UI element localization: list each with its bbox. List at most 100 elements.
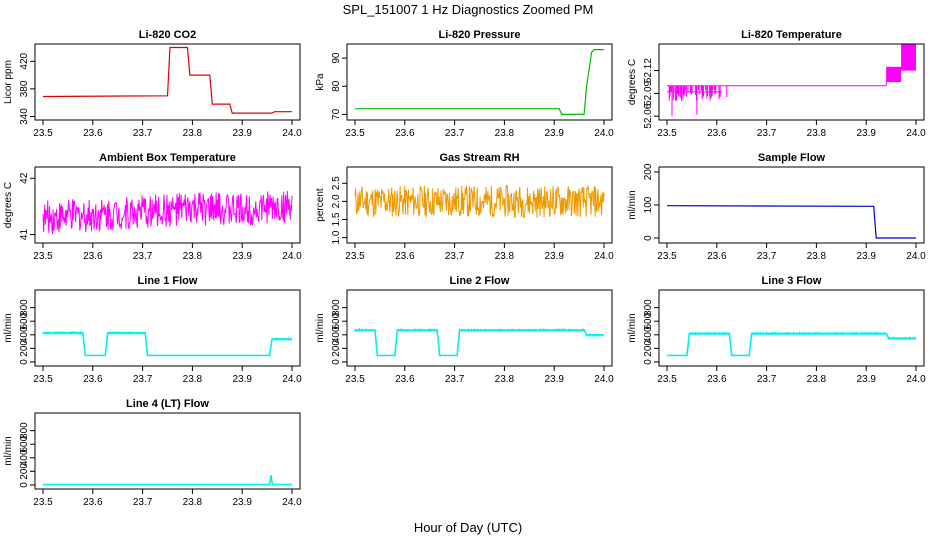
plot-frame (658, 289, 925, 367)
y-axis-label: kPa (315, 73, 326, 91)
panel-title: Line 3 Flow (762, 275, 822, 287)
y-tick-label: 70 (331, 108, 342, 120)
x-tick-label: 23.6 (395, 128, 415, 139)
x-tick-label: 23.7 (133, 374, 153, 385)
y-tick-label: 0 (643, 235, 654, 241)
series-magenta (42, 190, 293, 235)
x-tick-label: 24.0 (906, 128, 926, 139)
x-tick-label: 23.5 (345, 251, 365, 262)
panel-title: Line 4 (LT) Flow (126, 398, 209, 410)
x-tick-label: 23.7 (445, 374, 465, 385)
x-tick-label: 24.0 (282, 374, 302, 385)
y-axis-label: ml/min (315, 313, 326, 342)
y-tick-label: 200 (19, 340, 30, 357)
data-series-jitter (688, 331, 916, 340)
x-tick-label: 23.8 (183, 497, 203, 508)
series-cyan (43, 475, 292, 486)
data-series-line (667, 332, 916, 357)
y-tick-label: 600 (19, 435, 30, 452)
y-tick-label: 200 (331, 340, 342, 357)
x-tick-label: 24.0 (282, 497, 302, 508)
panel-1: Li-820 Pressure 23.5 23.6 23.7 23.8 23.9 24.0 7… (315, 29, 614, 139)
x-tick-label: 23.6 (83, 374, 103, 385)
panel-5: Sample Flow 23.5 23.6 23.7 23.8 23.9 24.0 0 100 2… (627, 152, 926, 262)
series-cyan (42, 331, 292, 357)
y-tick-label: 800 (331, 299, 342, 316)
y-tick-label: 1.5 (331, 212, 342, 226)
x-tick-label: 23.8 (183, 251, 203, 262)
series-orange (354, 184, 605, 219)
y-tick-label: 800 (19, 299, 30, 316)
plot-frame (346, 289, 613, 367)
x-tick-label: 23.5 (657, 374, 677, 385)
x-tick-label: 23.9 (544, 251, 564, 262)
x-tick-label: 23.5 (33, 251, 53, 262)
data-series-jitter (354, 328, 604, 337)
plot-frame (34, 289, 301, 367)
x-tick-label: 23.7 (757, 374, 777, 385)
panel-0: Li-820 CO2 23.5 23.6 23.7 23.8 23.9 24.0 340 380… (3, 29, 302, 139)
panel-title: Line 1 Flow (138, 275, 198, 287)
y-tick-label: 420 (19, 52, 30, 69)
y-axis-label: degrees C (3, 182, 14, 228)
y-axis-label: Licor ppm (3, 60, 14, 104)
x-tick-label: 23.6 (707, 128, 727, 139)
x-tick-label: 23.7 (133, 251, 153, 262)
series-cyan (354, 328, 604, 357)
panel-title: Ambient Box Temperature (99, 152, 236, 164)
y-tick-label: 0 (643, 359, 654, 365)
y-tick-label: 90 (331, 52, 342, 64)
x-tick-label: 23.8 (807, 251, 827, 262)
y-tick-label: 0 (19, 482, 30, 488)
data-series-line (667, 54, 916, 87)
y-tick-label: 1.0 (331, 230, 342, 244)
data-series-jitter (42, 331, 292, 341)
x-tick-label: 24.0 (594, 128, 614, 139)
panel-title: Gas Stream RH (439, 152, 519, 164)
panel-8: Line 3 Flow 23.5 23.6 23.7 23.8 23.9 24.0 0 2004… (627, 275, 926, 385)
y-tick-label: 200 (643, 340, 654, 357)
series-green (355, 48, 604, 116)
y-tick-label: 380 (19, 80, 30, 97)
series-cyan (667, 331, 916, 357)
x-tick-label: 23.6 (83, 251, 103, 262)
y-axis-label: ml/min (3, 436, 14, 465)
data-series-line (355, 48, 604, 116)
x-tick-label: 23.8 (807, 128, 827, 139)
y-tick-label: 2.0 (331, 194, 342, 208)
x-tick-label: 23.9 (544, 128, 564, 139)
plot-frame (346, 43, 613, 121)
panel-2: Li-820 Temperature 23.5 23.6 23.7 23.8 23.9 24… (627, 29, 926, 139)
data-series-line (43, 331, 292, 357)
x-tick-label: 23.5 (33, 374, 53, 385)
plot-frame (658, 43, 925, 121)
y-tick-label: 80 (331, 80, 342, 92)
x-tick-label: 23.5 (345, 374, 365, 385)
x-tick-label: 24.0 (906, 251, 926, 262)
y-axis-label: degrees C (627, 59, 638, 105)
data-series-line (42, 46, 292, 114)
panel-4: Gas Stream RH 23.5 23.6 23.7 23.8 23.9 24.0 1.0… (315, 152, 614, 262)
data-block-0 (886, 66, 902, 82)
x-tick-label: 23.5 (657, 128, 677, 139)
y-tick-label: 400 (331, 326, 342, 343)
data-series-noise (354, 184, 605, 219)
x-tick-label: 24.0 (282, 251, 302, 262)
plot-frame (34, 166, 301, 244)
x-tick-label: 23.7 (445, 128, 465, 139)
x-tick-label: 23.5 (33, 128, 53, 139)
data-series-noise (42, 190, 293, 235)
y-tick-label: 200 (643, 163, 654, 180)
x-tick-label: 23.5 (657, 251, 677, 262)
data-block-1 (901, 44, 916, 71)
x-tick-label: 23.8 (495, 374, 515, 385)
y-tick-label: 600 (331, 312, 342, 329)
x-tick-label: 23.7 (445, 251, 465, 262)
x-tick-label: 23.7 (757, 251, 777, 262)
x-tick-label: 23.6 (395, 374, 415, 385)
panel-6: Line 1 Flow 23.5 23.6 23.7 23.8 23.9 24.0 0 2004… (3, 275, 302, 385)
panel-title: Sample Flow (758, 152, 826, 164)
y-tick-label: 2.5 (331, 176, 342, 190)
figure-xlabel: Hour of Day (UTC) (414, 520, 522, 535)
data-series-line (666, 205, 916, 239)
